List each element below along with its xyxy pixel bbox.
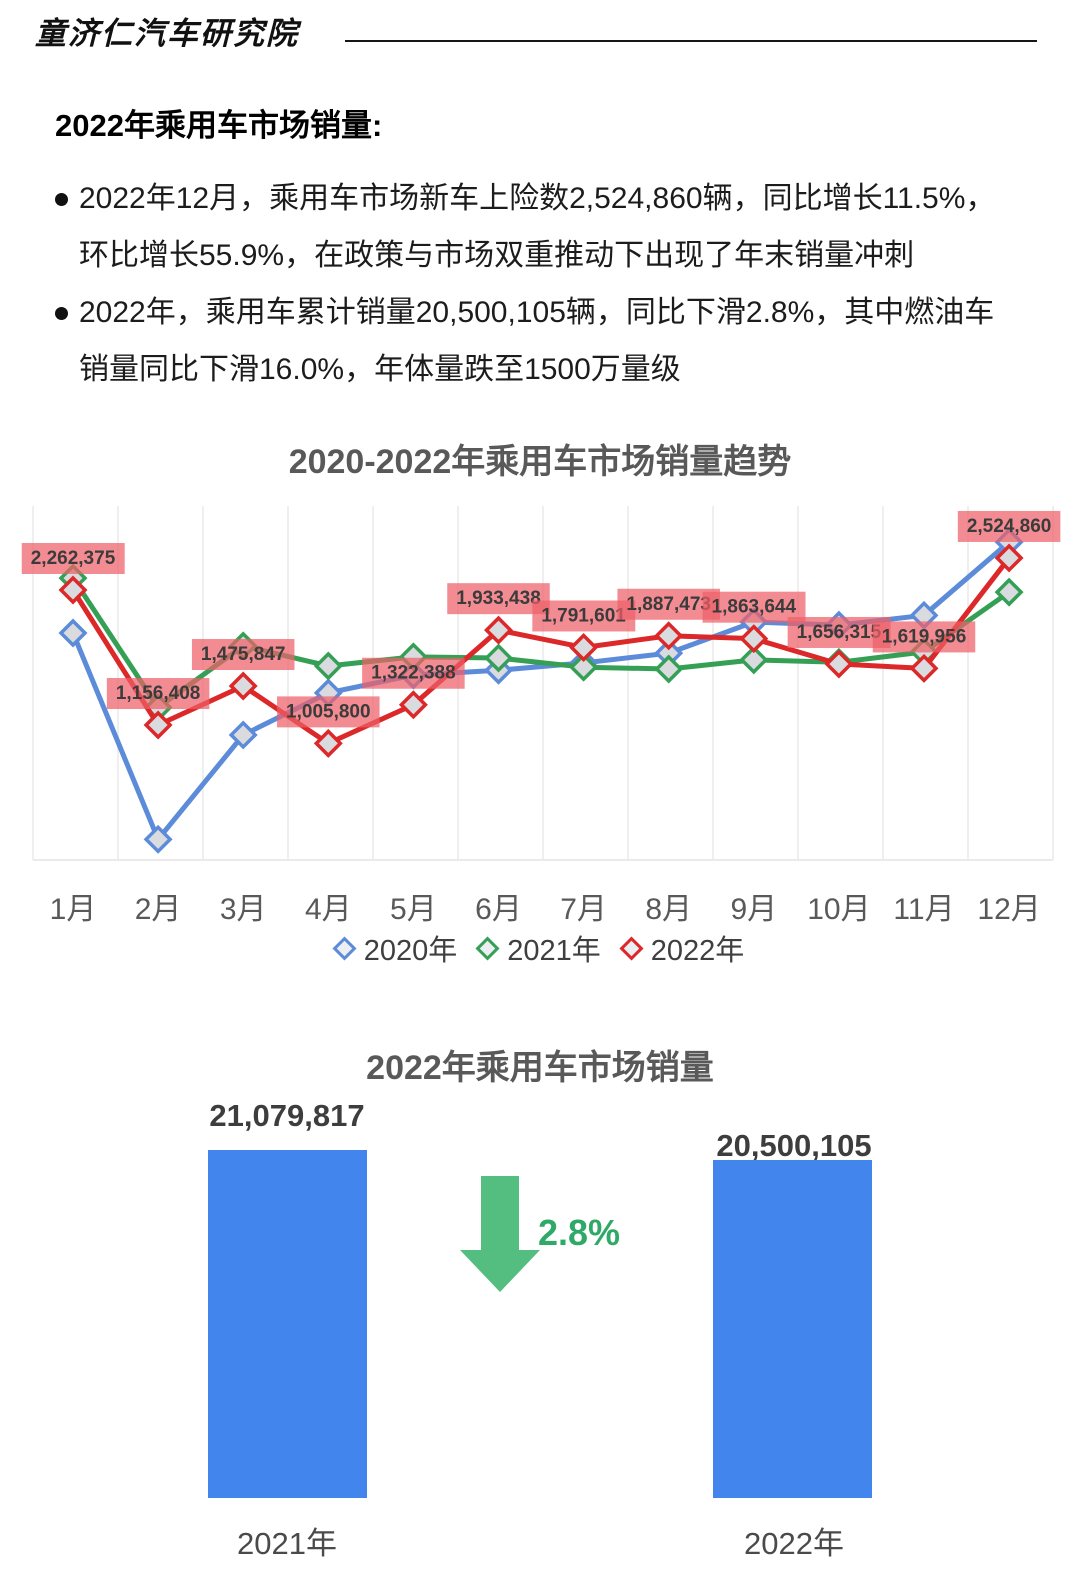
legend-item-2021年: 2021年 [475,927,601,969]
svg-text:2,262,375: 2,262,375 [31,548,116,569]
diamond-marker-icon [654,621,684,651]
svg-text:1,322,388: 1,322,388 [371,663,456,684]
data-label: 2,262,375 [21,543,125,574]
bar-value-2021: 21,079,817 [209,1098,365,1133]
annual-bar-chart-section: 2022年乘用车市场销量 21,079,817 20,500,105 2.8% … [0,1028,1080,1574]
down-arrow-icon [460,1176,540,1292]
header-rule [345,40,1037,42]
svg-text:1,656,315: 1,656,315 [797,622,882,643]
data-label: 1,005,800 [277,696,380,728]
data-label: 1,156,408 [106,678,210,710]
x-axis-label: 6月 [475,893,522,926]
bar-category-2021: 2021年 [237,1526,337,1561]
diamond-marker-icon [739,624,769,654]
svg-text:1,863,644: 1,863,644 [712,597,797,618]
brand-logo: 童济仁汽车研究院 [35,16,299,52]
summary-bullets: 2022年12月，乘用车市场新车上险数2,524,860辆，同比增长11.5%，… [55,170,1040,398]
x-axis-label: 2月 [134,893,182,926]
trend-chart-title: 2020-2022年乘用车市场销量趋势 [288,443,792,481]
bar-2021 [208,1150,367,1498]
legend-diamond-icon [619,935,644,961]
diamond-marker-icon [143,710,173,740]
diamond-marker-icon [484,615,513,645]
x-axis-label: 1月 [49,893,97,926]
x-axis-labels: 1月 2月 3月 4月 5月 6月 7月 8月 9月 10月 11月 12月 [0,884,1080,926]
diamond-marker-icon [398,690,428,720]
bullet-item: 2022年，乘用车累计销量20,500,105辆，同比下滑2.8%，其中燃油车 … [55,284,1040,398]
diamond-marker-icon [569,632,599,662]
bar-value-2022: 20,500,105 [716,1128,872,1163]
diamond-marker-icon [909,653,939,683]
svg-text:1,887,473: 1,887,473 [626,594,711,615]
diamond-marker-icon [228,720,258,750]
bullet-text: 环比增长55.9%，在政策与市场双重推动下出现了年末销量冲刺 [79,239,915,272]
diamond-marker-icon [58,575,88,605]
svg-text:1,933,438: 1,933,438 [456,588,541,609]
legend-label: 2022年 [650,935,745,967]
diamond-marker-icon [143,824,173,854]
diamond-marker-icon [569,652,599,682]
x-axis-label: 12月 [977,893,1041,926]
page-title: 2022年乘用车市场销量: [55,108,383,143]
x-axis-label: 8月 [645,893,693,926]
legend-label: 2020年 [363,935,458,967]
diamond-marker-icon [654,654,684,684]
diamond-marker-icon [228,671,258,701]
arrow-shaft [481,1176,519,1250]
bar-chart-title: 2022年乘用车市场销量 [366,1049,714,1087]
diamond-marker-icon [994,543,1024,573]
diamond-marker-icon [484,643,513,673]
svg-text:1,619,956: 1,619,956 [882,626,967,647]
legend-diamond-icon [332,935,357,961]
svg-text:1,791,601: 1,791,601 [541,605,626,626]
x-axis-label: 7月 [560,893,607,926]
bullet-dot-icon [55,307,68,320]
bullet-text: 2022年12月，乘用车市场新车上险数2,524,860辆，同比增长11.5%， [79,182,996,215]
svg-text:1,156,408: 1,156,408 [116,683,201,704]
data-label: 1,619,956 [872,621,976,653]
diamond-marker-icon [313,651,343,681]
x-axis-label: 9月 [730,893,778,926]
legend-item-2020年: 2020年 [332,927,458,969]
x-axis-label: 3月 [219,893,267,926]
bullet-text: 2022年，乘用车累计销量20,500,105辆，同比下滑2.8%，其中燃油车 [79,296,995,329]
bullet-text: 销量同比下滑16.0%，年体量跌至1500万量级 [79,353,681,386]
legend-item-2022年: 2022年 [619,927,745,969]
diamond-marker-icon [58,618,88,648]
diamond-marker-icon [994,577,1024,607]
trend-legend: 2020年 2021年 2022年 [0,928,1080,968]
svg-text:1,005,800: 1,005,800 [286,701,371,722]
arrow-head [460,1250,540,1292]
bar-2022 [713,1160,872,1498]
change-percent-label: 2.8% [538,1212,621,1253]
trend-chart-section: 2020-2022年乘用车市场销量趋势 2,262,375 1,156,408 1,… [0,438,1080,968]
diamond-marker-icon [313,728,343,758]
svg-text:2,524,860: 2,524,860 [967,516,1052,537]
x-axis-label: 11月 [893,893,955,926]
svg-text:1,475,847: 1,475,847 [201,644,286,665]
series-line-2022年 [70,555,1012,746]
legend-diamond-icon [475,935,500,961]
data-label: 2,524,860 [957,510,1061,542]
diamond-marker-icon [739,645,769,675]
x-axis-label: 5月 [390,893,437,926]
bullet-dot-icon [55,193,68,206]
x-axis-label: 4月 [304,893,352,926]
x-axis-label: 10月 [807,893,871,926]
bullet-item: 2022年12月，乘用车市场新车上险数2,524,860辆，同比增长11.5%，… [55,170,1040,284]
diamond-marker-icon [824,649,854,679]
bar-category-2022: 2022年 [744,1526,844,1561]
data-label: 1,322,388 [362,657,465,689]
legend-label: 2021年 [507,935,601,967]
data-label: 1,475,847 [191,639,295,671]
